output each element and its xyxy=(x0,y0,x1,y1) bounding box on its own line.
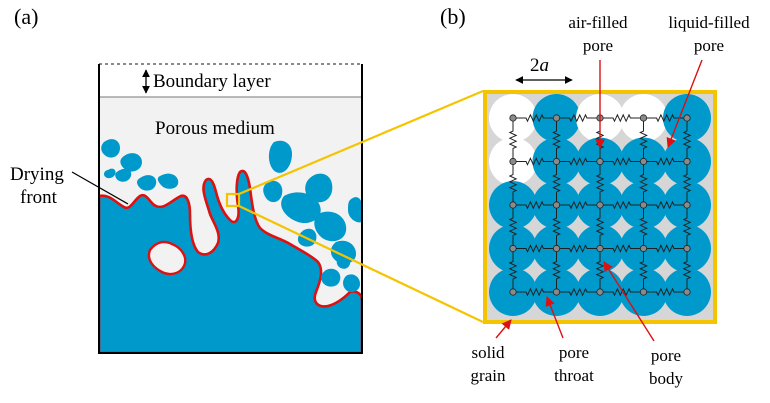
pore-throat-label-line2: throat xyxy=(554,366,594,385)
pore-throat xyxy=(643,157,687,166)
pore-throat xyxy=(556,157,600,166)
pore-throat xyxy=(600,200,644,210)
pore-throat xyxy=(682,205,692,249)
pore-throat xyxy=(639,205,648,249)
wet-region xyxy=(99,169,362,353)
pore-throat xyxy=(508,118,518,162)
pore-throat xyxy=(639,161,648,205)
pore-throat-label-line1: pore xyxy=(559,343,589,362)
liquid-filled-pointer xyxy=(666,59,703,148)
pore-node xyxy=(639,201,648,209)
pore-spacing-factor: 2 xyxy=(530,55,540,76)
pore-body-pointer xyxy=(603,261,655,342)
pore-node xyxy=(639,157,648,166)
air-filled-label-line1: air-filled xyxy=(568,13,628,32)
pore-throat xyxy=(552,205,561,249)
pore-throat xyxy=(595,161,605,205)
zoom-region-marker xyxy=(225,192,241,208)
pore-throat xyxy=(643,200,687,210)
pore-node xyxy=(552,288,561,296)
pore-throat xyxy=(595,205,605,249)
solid-grain-pointer xyxy=(495,319,512,339)
pore-throat xyxy=(508,248,518,292)
pore-throat xyxy=(639,248,648,292)
liquid-phase xyxy=(99,139,362,353)
pore-node xyxy=(552,157,561,166)
panel-a-tag: (a) xyxy=(14,4,38,29)
pore-node xyxy=(683,244,691,253)
pore-throat xyxy=(600,287,644,297)
panel-b-tag: (b) xyxy=(440,4,466,29)
pore-throat xyxy=(682,161,692,205)
pore-throat xyxy=(595,248,605,292)
air-filled-label-line2: pore xyxy=(583,36,613,55)
porous-medium-container xyxy=(98,63,363,354)
pore-node xyxy=(596,244,604,253)
pore-node xyxy=(639,244,648,253)
pore-throat xyxy=(556,244,600,253)
dry-pocket xyxy=(147,240,187,276)
liquid-filled-label-line1: liquid-filled xyxy=(668,13,750,32)
pore-throat xyxy=(513,113,557,123)
porous-medium-label: Porous medium xyxy=(155,118,275,139)
pore-spacing-variable: a xyxy=(540,55,550,76)
pore-throat xyxy=(643,113,687,123)
pore-body-label-line2: body xyxy=(649,369,684,388)
pore-node xyxy=(509,244,517,253)
pore-node xyxy=(639,288,648,296)
pore-throat xyxy=(552,248,561,292)
pore-body-label-line1: pore xyxy=(651,346,681,365)
pore-node xyxy=(683,288,691,296)
pore-node xyxy=(509,114,517,122)
pore-node xyxy=(596,201,604,209)
pore-node xyxy=(683,157,691,166)
liquid-filled-label-line2: pore xyxy=(694,36,724,55)
pore-throat xyxy=(552,161,561,205)
zoom-line-bottom xyxy=(238,205,484,323)
pore-node xyxy=(509,201,517,209)
pore-throat xyxy=(556,287,600,297)
pore-node xyxy=(683,201,691,209)
pore-throat xyxy=(600,157,644,166)
pore-node xyxy=(509,157,517,166)
pore-node xyxy=(552,201,561,209)
pore-throat xyxy=(643,287,687,297)
pore-node xyxy=(683,114,691,122)
pore-node xyxy=(552,244,561,253)
boundary-layer-label: Boundary layer xyxy=(153,71,271,92)
pore-throat xyxy=(643,244,687,253)
drying-front-label-line2: front xyxy=(20,187,58,208)
solid-grain-label-line1: solid xyxy=(471,343,505,362)
pore-throat xyxy=(513,287,557,297)
pore-throat xyxy=(682,118,692,162)
pore-throat xyxy=(600,244,644,253)
drying-front-label-line1: Drying xyxy=(10,164,64,185)
pore-node xyxy=(596,157,604,166)
pore-node xyxy=(639,114,648,122)
pore-node xyxy=(509,288,517,296)
pore-throat-pointer xyxy=(545,296,564,339)
pore-throat xyxy=(556,200,600,210)
pore-spacing-label: 2a xyxy=(530,55,549,76)
zoom-line-top xyxy=(238,89,484,196)
drying-front-pointer xyxy=(71,171,129,205)
container-wall xyxy=(98,64,363,354)
pore-throats xyxy=(508,113,692,297)
pore-throat xyxy=(600,113,644,123)
pore-node xyxy=(552,114,561,122)
pore-throat xyxy=(508,161,518,205)
pore-throat xyxy=(552,118,561,162)
pore-node xyxy=(596,288,604,296)
pore-throat xyxy=(513,244,557,253)
solid-grain-label-line2: grain xyxy=(471,366,506,385)
pore-throat xyxy=(639,118,648,162)
liquid-clusters xyxy=(101,139,362,292)
pore-throat xyxy=(513,200,557,210)
pore-throat xyxy=(682,248,692,292)
pore-throat xyxy=(508,205,518,249)
pore-throat xyxy=(513,157,557,166)
pore-throat xyxy=(556,113,600,123)
